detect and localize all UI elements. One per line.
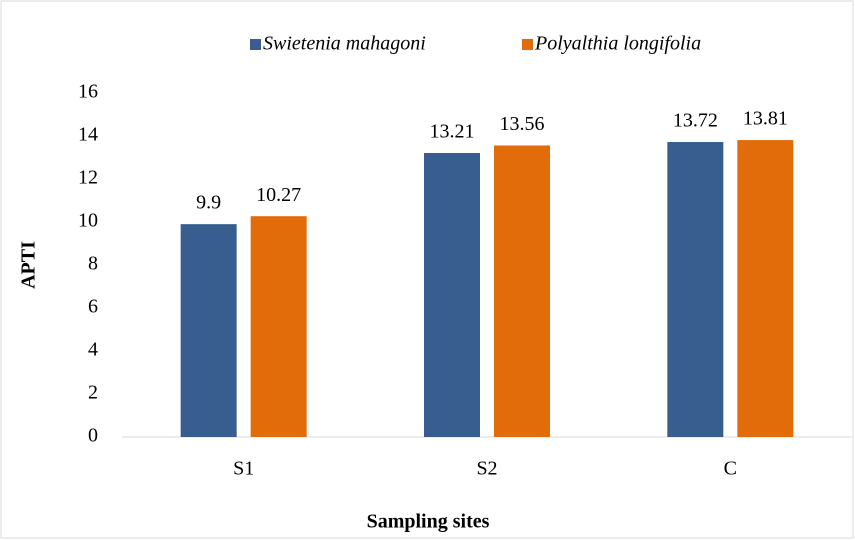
y-tick-label: 14 (78, 124, 98, 146)
y-tick-label: 0 (88, 425, 98, 447)
x-tick-label: S1 (233, 458, 254, 480)
bar (180, 224, 237, 437)
bar (250, 216, 307, 437)
bar (424, 152, 480, 438)
legend-label: Swietenia mahagoni (263, 33, 426, 55)
data-label: 13.72 (673, 110, 718, 132)
y-tick-label: 4 (88, 339, 98, 361)
bar (494, 145, 550, 437)
legend-swatch (250, 39, 261, 50)
y-axis-title: APTI (18, 241, 40, 289)
x-tick-label: S2 (476, 458, 497, 480)
data-label: 13.21 (430, 121, 475, 143)
data-label: 13.56 (500, 113, 545, 135)
data-label: 10.27 (256, 184, 301, 206)
data-label: 9.9 (196, 192, 221, 214)
x-tick-label: C (724, 458, 737, 480)
y-tick-label: 16 (78, 81, 98, 103)
bar (737, 140, 794, 437)
legend-swatch (522, 39, 533, 50)
y-tick-label: 6 (88, 296, 98, 318)
y-tick-label: 2 (88, 382, 98, 404)
bar (667, 142, 724, 437)
data-label: 13.81 (743, 108, 788, 130)
y-tick-label: 10 (78, 210, 98, 232)
y-tick-label: 8 (88, 253, 98, 275)
legend-label: Polyalthia longifolia (534, 33, 701, 55)
x-axis-title: Sampling sites (367, 511, 490, 533)
y-tick-label: 12 (78, 167, 98, 189)
